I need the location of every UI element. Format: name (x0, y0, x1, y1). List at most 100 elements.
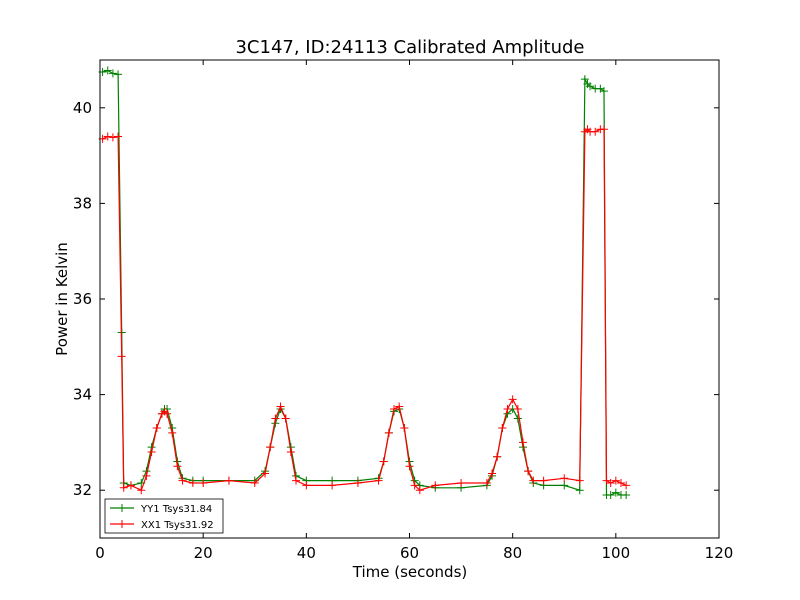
series-layer (98, 66, 631, 499)
data-point (488, 469, 497, 478)
legend-label: XX1 Tsys31.92 (141, 520, 214, 531)
data-point (137, 486, 146, 495)
data-point (410, 481, 419, 490)
data-point (224, 476, 233, 485)
y-tick-label: 34 (73, 386, 92, 404)
y-tick-label: 38 (73, 194, 92, 212)
y-tick-label: 32 (73, 481, 92, 499)
data-point (266, 443, 275, 452)
plot-frame (99, 59, 720, 539)
x-tick-label: 40 (297, 544, 316, 562)
data-point (591, 127, 600, 136)
data-point (524, 467, 533, 476)
data-point (586, 82, 595, 91)
data-point (142, 471, 151, 480)
data-point (276, 402, 285, 411)
data-point (152, 424, 161, 433)
data-point (395, 402, 404, 411)
data-point (188, 479, 197, 488)
data-point (606, 479, 615, 488)
data-point (560, 481, 569, 490)
data-point (114, 70, 123, 79)
data-point (168, 428, 177, 437)
x-tick-label: 80 (503, 544, 522, 562)
series-1 (98, 125, 631, 495)
x-axis-label: Time (seconds) (352, 563, 468, 581)
data-point (199, 479, 208, 488)
series-line (102, 128, 627, 492)
data-point (379, 457, 388, 466)
data-point (119, 483, 128, 492)
chart-title: 3C147, ID:24113 Calibrated Amplitude (235, 37, 584, 58)
x-tick-label: 120 (705, 544, 734, 562)
data-point (286, 447, 295, 456)
legend-marker (118, 520, 126, 528)
data-point (611, 476, 620, 485)
data-point (415, 486, 424, 495)
data-point (508, 395, 517, 404)
data-point (616, 479, 625, 488)
x-tick-label: 0 (95, 544, 105, 562)
data-point (611, 488, 620, 497)
data-point (292, 476, 301, 485)
data-point (103, 66, 112, 75)
data-point (178, 476, 187, 485)
data-point (353, 479, 362, 488)
y-tick-label: 40 (73, 99, 92, 117)
data-point (529, 476, 538, 485)
data-point (108, 133, 117, 142)
data-point (498, 424, 507, 433)
data-point (493, 452, 502, 461)
data-point (599, 87, 608, 96)
data-point (328, 481, 337, 490)
legend-item-1: XX1 Tsys31.92 (110, 520, 214, 531)
data-point (518, 438, 527, 447)
data-point (400, 424, 409, 433)
data-point (114, 132, 123, 141)
legend: YY1 Tsys31.84 XX1 Tsys31.92 (104, 498, 224, 534)
data-point (390, 404, 399, 413)
data-point (281, 414, 290, 423)
data-point (575, 476, 584, 485)
x-tick-label: 60 (400, 544, 419, 562)
tick-layer: 0 20 40 60 80 100 120 32 34 36 38 40 (73, 60, 733, 562)
data-point (163, 409, 172, 418)
data-point (602, 476, 611, 485)
y-tick-label: 36 (73, 290, 92, 308)
data-point (384, 428, 393, 437)
data-point (457, 479, 466, 488)
data-point (374, 476, 383, 485)
data-point (622, 481, 631, 490)
data-point (513, 414, 522, 423)
legend-item-0: YY1 Tsys31.84 (110, 504, 212, 515)
data-point (580, 75, 589, 84)
data-point (560, 474, 569, 483)
x-tick-label: 100 (602, 544, 631, 562)
y-axis-label: Power in Kelvin (53, 242, 71, 356)
data-point (103, 132, 112, 141)
data-point (271, 414, 280, 423)
data-point (261, 469, 270, 478)
data-point (173, 462, 182, 471)
data-point (117, 352, 126, 361)
data-point (482, 479, 491, 488)
data-point (622, 490, 631, 499)
legend-marker (118, 504, 126, 512)
x-tick-label: 20 (194, 544, 213, 562)
data-point (575, 486, 584, 495)
data-point (599, 125, 608, 134)
data-point (147, 447, 156, 456)
data-point (250, 479, 259, 488)
data-point (513, 404, 522, 413)
data-point (302, 481, 311, 490)
data-point (503, 404, 512, 413)
data-point (126, 481, 135, 490)
data-point (405, 462, 414, 471)
legend-box (104, 498, 224, 534)
data-point (108, 69, 117, 78)
data-point (606, 490, 615, 499)
data-point (539, 476, 548, 485)
legend-items: YY1 Tsys31.84 XX1 Tsys31.92 (110, 504, 214, 531)
legend-label: YY1 Tsys31.84 (140, 504, 212, 515)
